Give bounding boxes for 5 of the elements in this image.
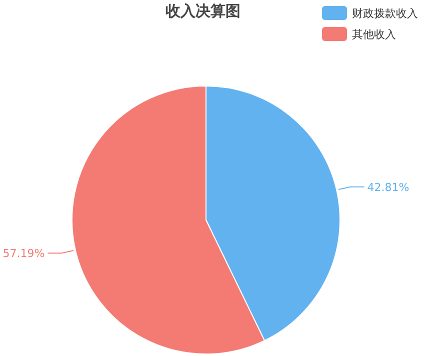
data-label: 42.81% (367, 180, 410, 194)
legend-label: 其他收入 (352, 28, 396, 41)
chart-title: 收入决算图 (166, 2, 240, 20)
legend-label: 财政拨款收入 (352, 7, 418, 20)
data-label: 57.19% (2, 247, 45, 260)
